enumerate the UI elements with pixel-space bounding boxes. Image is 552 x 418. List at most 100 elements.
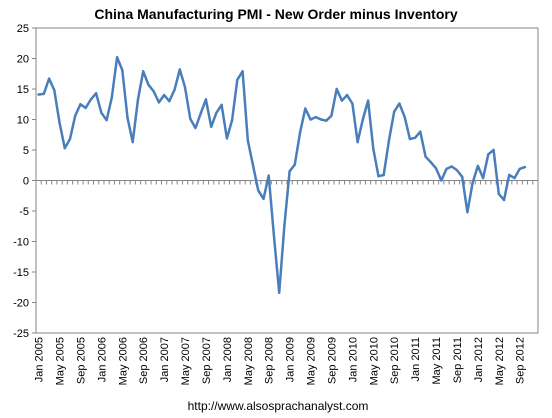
data-point [429,161,433,164]
data-point [314,115,317,119]
x-tick-label: Sep 2007 [201,337,213,384]
data-point [413,136,417,139]
y-tick-label: 15 [17,84,29,96]
data-point [105,118,108,122]
data-point [502,198,506,202]
data-point [351,102,354,105]
data-point [356,140,359,144]
y-tick-label: -15 [13,267,29,279]
data-point [277,291,281,294]
data-point [335,87,338,91]
x-tick-label: Sep 2009 [326,337,338,384]
data-point [173,88,176,91]
y-tick-label: -25 [13,328,29,340]
data-point [37,93,40,96]
data-point [215,111,218,114]
data-point [194,126,197,130]
data-point [325,119,328,122]
data-point [115,56,119,59]
data-point [267,174,270,177]
data-point [518,167,521,171]
data-point [450,165,453,168]
x-tick-label: May 2011 [431,337,443,385]
data-point [309,118,312,121]
data-point [366,99,370,102]
x-tick-label: May 2010 [368,337,380,385]
x-tick-label: Jan 2006 [96,337,108,382]
data-point [220,103,223,107]
data-point [89,98,93,101]
data-point [377,175,380,178]
x-tick-label: Jan 2010 [347,337,359,382]
x-tick-label: Sep 2010 [389,337,401,384]
data-point [419,130,422,133]
x-tick-label: Jan 2012 [473,337,485,382]
data-point [121,68,124,72]
data-point [204,98,208,101]
data-point [345,93,349,97]
data-point [157,101,161,104]
data-point [53,89,56,92]
data-point [126,116,129,119]
data-point [251,164,255,167]
x-tick-label: May 2008 [243,337,255,385]
x-tick-label: Jan 2011 [410,337,422,381]
data-point [63,146,66,150]
data-point [304,107,307,110]
data-point [492,148,495,152]
x-tick-label: Jan 2008 [222,337,234,382]
data-point [387,139,391,142]
data-point [372,147,375,150]
data-point [236,78,239,82]
x-tick-label: Sep 2012 [515,337,527,384]
data-point [340,99,344,102]
data-point [131,140,134,144]
data-point [424,155,427,158]
data-point [523,165,527,169]
data-point [361,118,365,121]
x-tick-label: Sep 2008 [264,337,276,384]
y-tick-label: 10 [17,115,29,127]
data-point [471,181,474,185]
data-point [136,98,140,101]
x-tick-label: May 2009 [306,337,318,385]
x-tick-label: May 2005 [55,337,67,385]
data-point [152,90,155,93]
data-point [209,125,213,129]
x-tick-label: Sep 2011 [452,337,464,383]
data-point [513,176,516,180]
data-point [403,115,406,119]
source-url[interactable]: http://www.alsosprachanalyst.com [188,399,369,413]
data-point [466,211,469,214]
data-point [100,111,103,114]
chart-title: China Manufacturing PMI - New Order minu… [94,6,457,22]
data-point [330,114,333,118]
data-point [497,192,500,196]
data-point [58,121,61,124]
data-point [225,137,229,140]
data-point [84,106,87,110]
data-point [183,85,187,89]
data-point [440,179,443,182]
data-point [147,83,150,86]
data-point [481,176,485,180]
data-point [110,96,114,99]
x-tick-label: Jan 2007 [159,337,171,382]
data-point [241,70,244,73]
data-point [476,164,480,168]
y-tick-label: 5 [23,145,29,157]
data-point [283,224,286,227]
data-point [460,175,464,179]
y-tick-label: 0 [23,176,29,188]
data-point [178,68,182,71]
data-point [42,92,46,96]
y-tick-label: -5 [19,206,29,218]
data-point [445,167,448,171]
data-point [141,70,145,73]
y-tick-label: 20 [17,54,29,66]
data-point [262,197,265,200]
data-point [257,189,260,192]
y-tick-label: 25 [17,23,29,35]
data-point [398,102,401,105]
